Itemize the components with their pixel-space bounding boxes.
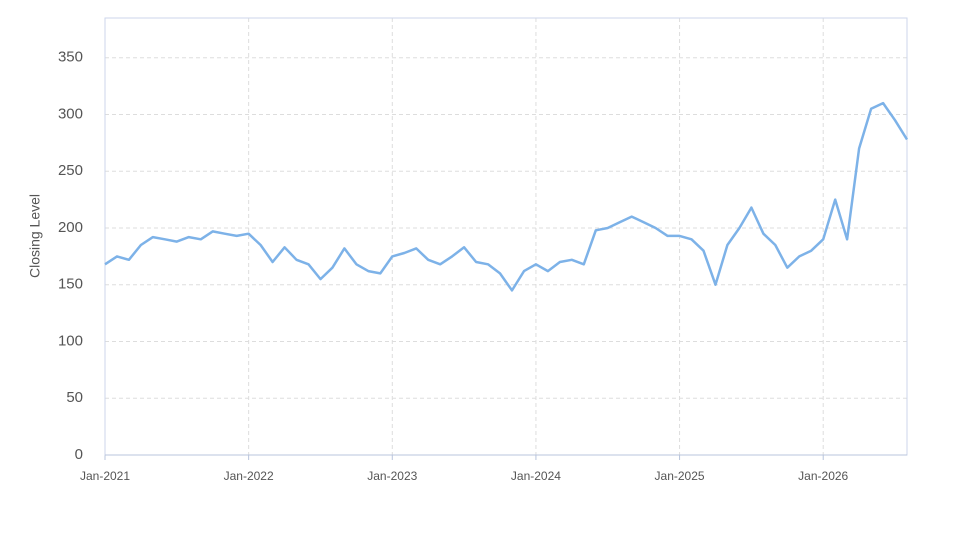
y-tick-label: 250 xyxy=(58,162,83,179)
x-tick-label: Jan-2024 xyxy=(511,469,561,483)
x-tick-label: Jan-2025 xyxy=(655,469,705,483)
y-tick-label: 200 xyxy=(58,219,83,236)
x-tick-label: Jan-2023 xyxy=(367,469,417,483)
plot-frame xyxy=(104,17,908,456)
y-tick-label: 150 xyxy=(58,276,83,293)
y-tick-label: 350 xyxy=(58,49,83,66)
y-tick-label: 300 xyxy=(58,105,83,122)
y-axis-label: Closing Level xyxy=(27,194,43,278)
y-tick-label: 50 xyxy=(66,389,83,406)
y-tick-label: 0 xyxy=(75,446,83,463)
data-line xyxy=(104,101,909,292)
x-tick-label: Jan-2021 xyxy=(80,469,130,483)
y-tick-label: 100 xyxy=(58,332,83,349)
x-tick-label: Jan-2026 xyxy=(798,469,848,483)
x-tick-label: Jan-2022 xyxy=(224,469,274,483)
